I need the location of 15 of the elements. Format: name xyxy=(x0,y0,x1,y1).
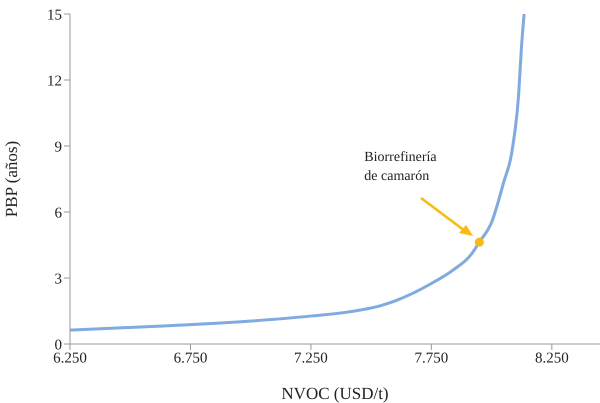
y-tick-label: 6 xyxy=(54,205,62,222)
annotation: Biorrefinería de camarón xyxy=(364,149,437,186)
y-axis-title: PBP (años) xyxy=(2,140,22,218)
y-tick-label: 3 xyxy=(54,271,62,288)
y-tick-label: 9 xyxy=(54,139,62,156)
x-tick-label: 6.750 xyxy=(174,350,208,367)
x-tick-label: 7.750 xyxy=(414,350,448,367)
line-series xyxy=(70,14,526,332)
x-tick-label: 8.250 xyxy=(534,350,569,367)
x-tick-label: 6.250 xyxy=(53,350,87,367)
y-tick-label: 12 xyxy=(47,73,62,90)
y-tick-label: 15 xyxy=(47,7,62,24)
x-axis-title: NVOC (USD/t) xyxy=(281,384,389,403)
y-tick-label: 0 xyxy=(54,337,62,354)
x-tick-label: 7.250 xyxy=(294,350,328,367)
